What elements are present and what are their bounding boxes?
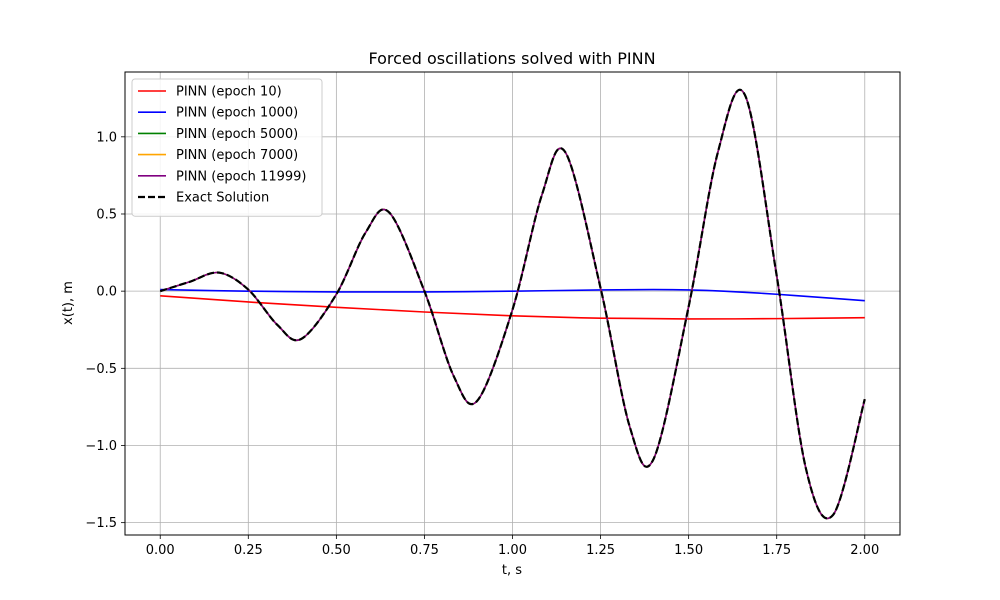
legend-label: PINN (epoch 1000): [176, 106, 298, 121]
y-tick-label: −1.0: [85, 439, 117, 454]
series-layer: [159, 88, 866, 520]
x-tick-label: 1.00: [498, 543, 527, 558]
x-axis-label: t, s: [502, 563, 522, 578]
x-tick-label: 0.75: [410, 543, 439, 558]
x-tick-label: 0.50: [322, 543, 351, 558]
y-tick-label: −0.5: [85, 362, 117, 377]
legend-label: PINN (epoch 11999): [176, 169, 306, 184]
chart-title: Forced oscillations solved with PINN: [368, 49, 655, 68]
series-line-0: [160, 294, 865, 320]
x-tick-label: 1.50: [674, 543, 703, 558]
y-tick-label: 1.0: [96, 130, 117, 145]
legend-label: PINN (epoch 10): [176, 85, 282, 100]
legend-box: [131, 78, 323, 217]
legend-label: PINN (epoch 5000): [176, 127, 298, 142]
x-tick-label: 2.00: [850, 543, 879, 558]
y-axis: −1.5 −1.0 −0.5 0.0 0.5 1.0: [85, 130, 125, 531]
y-tick-label: −1.5: [85, 516, 117, 531]
y-tick-label: 0.5: [96, 207, 117, 222]
y-axis-label: x(t), m: [61, 281, 76, 325]
y-tick-label: 0.0: [96, 285, 117, 300]
legend-label: PINN (epoch 7000): [176, 148, 298, 163]
x-axis: 0.00 0.25 0.50 0.75 1.00 1.25 1.50 1.75 2.00: [146, 535, 879, 558]
series-line-5: [159, 88, 866, 520]
x-tick-label: 0.00: [146, 543, 175, 558]
x-tick-label: 1.25: [586, 543, 615, 558]
legend-label: Exact Solution: [176, 191, 269, 206]
x-tick-label: 0.25: [234, 543, 263, 558]
x-tick-label: 1.75: [762, 543, 791, 558]
legend: PINN (epoch 10) PINN (epoch 1000) PINN (ep…: [131, 78, 323, 217]
